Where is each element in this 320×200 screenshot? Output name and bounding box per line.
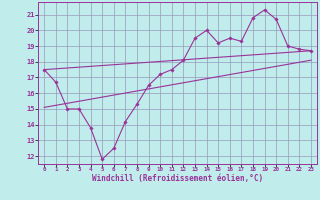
X-axis label: Windchill (Refroidissement éolien,°C): Windchill (Refroidissement éolien,°C): [92, 174, 263, 183]
